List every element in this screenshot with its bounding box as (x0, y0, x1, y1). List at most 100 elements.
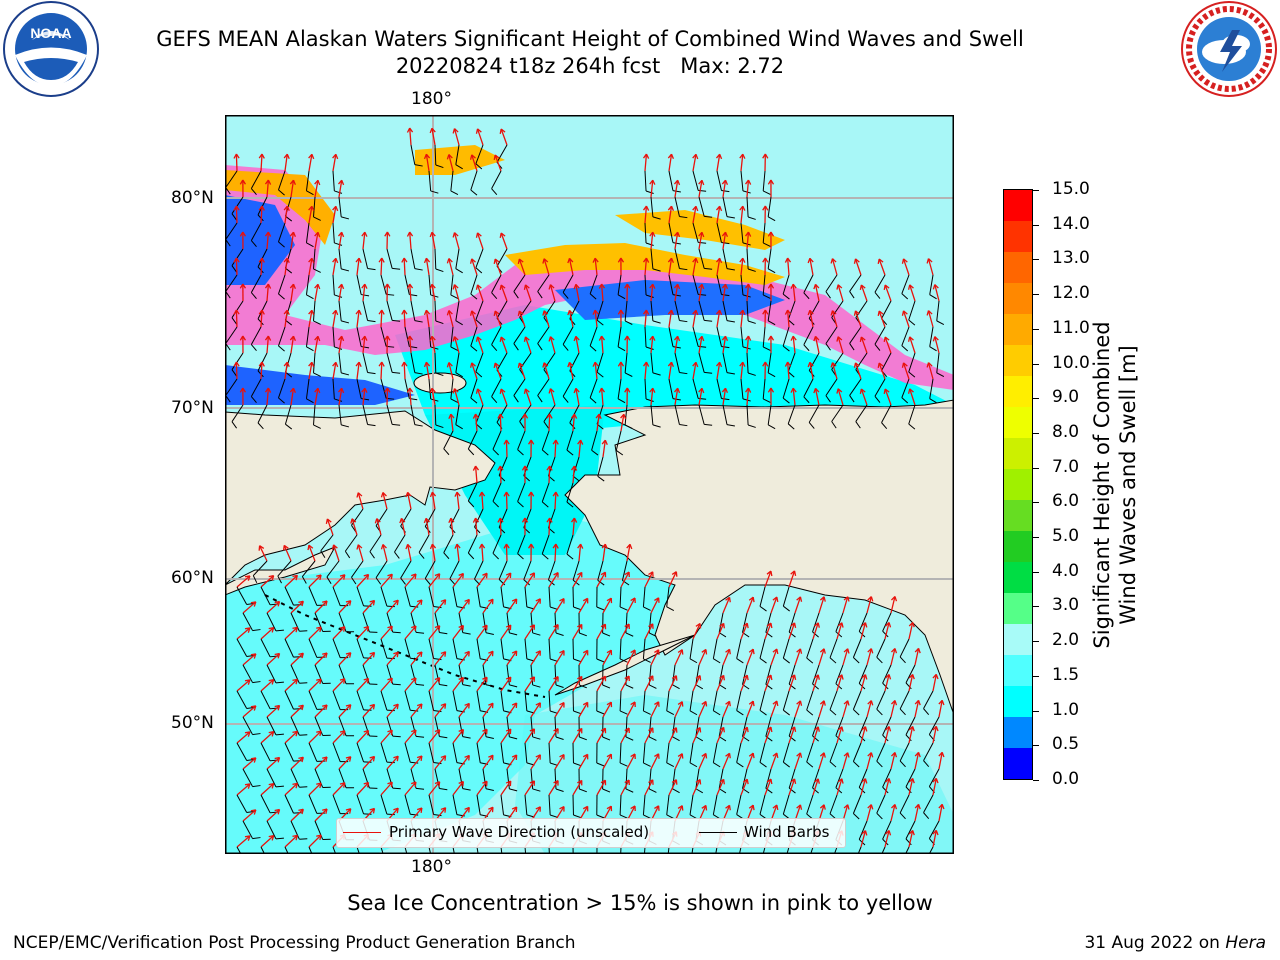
wind-barb (482, 664, 487, 685)
wave-direction-arrowhead (339, 730, 346, 736)
wind-barb (698, 196, 705, 217)
wave-direction-arrowhead (440, 599, 447, 605)
wind-barb-flag (550, 658, 558, 662)
wave-direction-arrow (602, 440, 606, 458)
wind-barb (787, 404, 796, 424)
wave-direction-arrow (308, 782, 322, 796)
wave-direction-arrowhead (542, 362, 549, 368)
wave-direction-arrowhead (244, 731, 251, 737)
wave-direction-arrowhead (369, 599, 376, 606)
wave-direction-arrow (338, 756, 352, 770)
wave-direction-arrowhead (529, 572, 536, 578)
wave-direction-arrow (568, 258, 574, 276)
wind-barb (833, 846, 838, 854)
wave-direction-arrowhead (289, 335, 297, 342)
wave-direction-arrow (740, 362, 744, 380)
wave-direction-arrowhead (606, 597, 613, 604)
wind-barb (855, 300, 868, 318)
wind-barb (899, 794, 910, 814)
sea-ice-deep-2 (225, 365, 415, 405)
wind-barb-flag (566, 449, 574, 456)
wave-direction-arrowhead (861, 622, 868, 628)
wind-barb (523, 560, 532, 580)
wind-barb-flag (475, 267, 483, 274)
wave-direction-arrow (602, 701, 612, 718)
wave-direction-arrowhead (600, 675, 607, 682)
wind-barb (928, 716, 940, 735)
wave-direction-arrow (518, 258, 526, 276)
wind-barb-flag (467, 500, 475, 508)
wave-direction-arrow (831, 362, 838, 380)
wave-direction-arrow (692, 727, 701, 744)
wave-direction-arrowhead (766, 570, 773, 577)
wave-direction-arrow (746, 596, 754, 614)
wind-barb-flag (334, 242, 343, 246)
wind-barb-flag (679, 320, 688, 323)
wave-direction-arrowhead (244, 627, 251, 633)
wave-direction-arrow (716, 779, 725, 796)
wind-barb (923, 690, 934, 709)
wave-direction-arrow (860, 388, 868, 406)
wind-barb-flag (698, 293, 707, 296)
wave-direction-arrowhead (552, 543, 559, 549)
wave-direction-arrow (698, 180, 703, 198)
wave-direction-arrowhead (739, 361, 746, 367)
wave-direction-arrow (471, 154, 478, 172)
sea-ice-deep (225, 195, 295, 285)
wind-barb (242, 664, 253, 683)
wind-barb-flag (252, 837, 261, 840)
wave-direction-arrowhead (715, 257, 723, 264)
wind-barb-flag (550, 814, 558, 818)
wave-direction-arrow (290, 756, 304, 770)
wind-barb (260, 638, 271, 658)
wind-barb-flag (625, 684, 634, 689)
wind-barb (554, 612, 557, 634)
wave-direction-arrowhead (406, 127, 414, 133)
wave-direction-arrow (890, 804, 896, 822)
wave-direction-arrowhead (482, 572, 488, 579)
wave-direction-arrowhead (582, 649, 589, 656)
wave-direction-arrowhead (837, 726, 844, 732)
wave-direction-arrowhead (767, 179, 775, 185)
colorbar-tick-mark (1033, 224, 1039, 226)
wave-direction-arrowhead (464, 702, 470, 709)
wave-direction-arrow (831, 310, 838, 328)
wave-direction-arrow (524, 284, 532, 302)
wind-barb-flag (672, 346, 681, 349)
wave-direction-arrow (554, 754, 565, 770)
wind-barb-flag (532, 632, 541, 636)
wind-barb-flag (649, 788, 657, 793)
wave-direction-arrow (260, 309, 263, 328)
wind-barb (500, 638, 505, 659)
wave-direction-arrow (890, 648, 896, 666)
wind-barb (266, 612, 277, 632)
wind-barb (236, 638, 248, 657)
wave-direction-arrow (474, 414, 478, 432)
wave-direction-arrowhead (244, 679, 251, 685)
wave-direction-arrowhead (268, 574, 275, 581)
wave-direction-arrowhead (393, 807, 399, 814)
wave-direction-arrow (909, 284, 916, 302)
wind-barb-flag (414, 424, 423, 427)
wind-barb-flag (721, 294, 730, 297)
wave-direction-arrowhead (885, 726, 892, 732)
wind-barb-flag (430, 190, 439, 194)
wind-barb-flag (537, 343, 543, 351)
wave-direction-arrowhead (446, 362, 453, 368)
wave-direction-arrow (716, 258, 721, 276)
wind-barb (236, 586, 248, 605)
wind-barb-flag (414, 268, 423, 271)
wave-direction-arrow (308, 154, 313, 172)
wave-direction-arrowhead (546, 465, 553, 471)
wave-direction-arrowhead (384, 335, 391, 341)
wind-barb-flag (645, 242, 654, 246)
wind-barb-flag (416, 735, 425, 738)
wind-barb-flag (470, 345, 478, 352)
wind-barb-flag (759, 657, 767, 664)
wind-barb (643, 846, 646, 854)
wave-direction-arrow (260, 257, 263, 276)
wind-barb-flag (831, 421, 837, 429)
wave-direction-arrow (431, 284, 436, 302)
wind-barb (496, 248, 508, 267)
wave-direction-arrow (236, 575, 251, 588)
